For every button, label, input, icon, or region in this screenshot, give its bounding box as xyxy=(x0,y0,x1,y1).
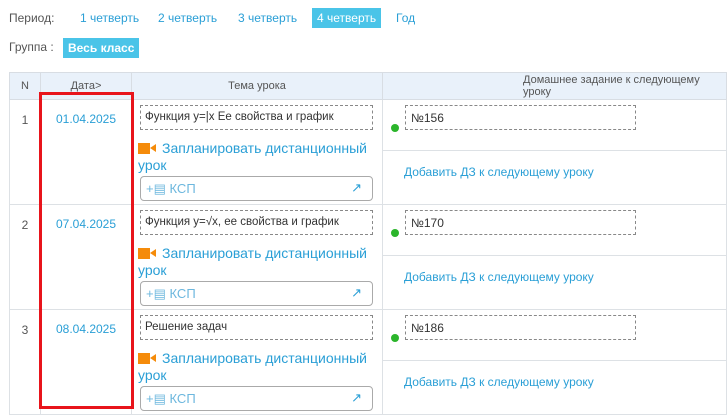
add-list-icon: +▤ xyxy=(146,391,166,406)
add-list-icon: +▤ xyxy=(146,286,166,301)
lessons-table: N Дата> Тема урока Домашнее задание к сл… xyxy=(9,72,727,415)
tab-quarter-4[interactable]: 4 четверть xyxy=(312,8,382,28)
schedule-remote-label: Запланировать дистанционный урок xyxy=(138,350,367,383)
tab-year[interactable]: Год xyxy=(396,11,416,25)
topic-cell: Функция y=|x Ее свойства и график Заплан… xyxy=(131,99,383,205)
divider xyxy=(383,255,726,256)
divider xyxy=(383,360,726,361)
ksp-label: КСП xyxy=(169,286,196,301)
schedule-remote-link[interactable]: Запланировать дистанционный урок xyxy=(138,245,378,279)
add-homework-link[interactable]: Добавить ДЗ к следующему уроку xyxy=(404,165,594,179)
tab-quarter-1[interactable]: 1 четверть xyxy=(80,11,140,25)
external-link-icon[interactable]: ↗ xyxy=(351,180,362,195)
highlight-box xyxy=(39,92,134,409)
external-link-icon[interactable]: ↗ xyxy=(351,285,362,300)
status-dot-icon xyxy=(391,334,399,342)
header-n: N xyxy=(9,72,41,100)
ksp-label: КСП xyxy=(169,391,196,406)
group-label: Группа : xyxy=(9,40,54,54)
video-camera-icon xyxy=(138,143,156,154)
row-number: 1 xyxy=(9,99,41,205)
status-dot-icon xyxy=(391,124,399,132)
topic-input[interactable]: Функция y=√x, ее свойства и график xyxy=(140,210,373,235)
group-button[interactable]: Весь класс xyxy=(63,38,140,58)
topic-input[interactable]: Функция y=|x Ее свойства и график xyxy=(140,105,373,130)
tab-quarter-3[interactable]: 3 четверть xyxy=(238,11,298,25)
status-dot-icon xyxy=(391,229,399,237)
table-row: 3 08.04.2025 Решение задач Запланировать… xyxy=(9,309,727,415)
lesson-date[interactable]: 08.04.2025 xyxy=(40,309,132,415)
topic-cell: Функция y=√x, ее свойства и график Запла… xyxy=(131,204,383,310)
topic-input[interactable]: Решение задач xyxy=(140,315,373,340)
homework-cell: №156 Добавить ДЗ к следующему уроку xyxy=(382,99,727,205)
add-homework-link[interactable]: Добавить ДЗ к следующему уроку xyxy=(404,375,594,389)
row-number: 2 xyxy=(9,204,41,310)
homework-input[interactable]: №186 xyxy=(405,315,636,340)
date-link[interactable]: 01.04.2025 xyxy=(55,112,117,126)
period-label: Период: xyxy=(9,11,55,25)
table-row: 1 01.04.2025 Функция y=|x Ее свойства и … xyxy=(9,99,727,205)
ksp-button[interactable]: +▤ КСП ↗ xyxy=(140,386,373,411)
ksp-label: КСП xyxy=(169,181,196,196)
date-link[interactable]: 08.04.2025 xyxy=(55,322,117,336)
video-camera-icon xyxy=(138,248,156,259)
header-homework: Домашнее задание к следующему уроку xyxy=(382,72,727,100)
homework-input[interactable]: №156 xyxy=(405,105,636,130)
schedule-remote-label: Запланировать дистанционный урок xyxy=(138,140,367,173)
tab-quarter-2[interactable]: 2 четверть xyxy=(158,11,218,25)
add-homework-link[interactable]: Добавить ДЗ к следующему уроку xyxy=(404,270,594,284)
homework-cell: №170 Добавить ДЗ к следующему уроку xyxy=(382,204,727,310)
table-row: 2 07.04.2025 Функция y=√x, ее свойства и… xyxy=(9,204,727,310)
ksp-button[interactable]: +▤ КСП ↗ xyxy=(140,176,373,201)
schedule-remote-link[interactable]: Запланировать дистанционный урок xyxy=(138,350,378,384)
divider xyxy=(383,150,726,151)
schedule-remote-link[interactable]: Запланировать дистанционный урок xyxy=(138,140,378,174)
external-link-icon[interactable]: ↗ xyxy=(351,390,362,405)
homework-input[interactable]: №170 xyxy=(405,210,636,235)
date-link[interactable]: 07.04.2025 xyxy=(55,217,117,231)
add-list-icon: +▤ xyxy=(146,181,166,196)
schedule-remote-label: Запланировать дистанционный урок xyxy=(138,245,367,278)
lesson-date[interactable]: 01.04.2025 xyxy=(40,99,132,205)
lesson-date[interactable]: 07.04.2025 xyxy=(40,204,132,310)
video-camera-icon xyxy=(138,353,156,364)
row-number: 3 xyxy=(9,309,41,415)
topic-cell: Решение задач Запланировать дистанционны… xyxy=(131,309,383,415)
header-topic: Тема урока xyxy=(131,72,383,100)
homework-cell: №186 Добавить ДЗ к следующему уроку xyxy=(382,309,727,415)
ksp-button[interactable]: +▤ КСП ↗ xyxy=(140,281,373,306)
